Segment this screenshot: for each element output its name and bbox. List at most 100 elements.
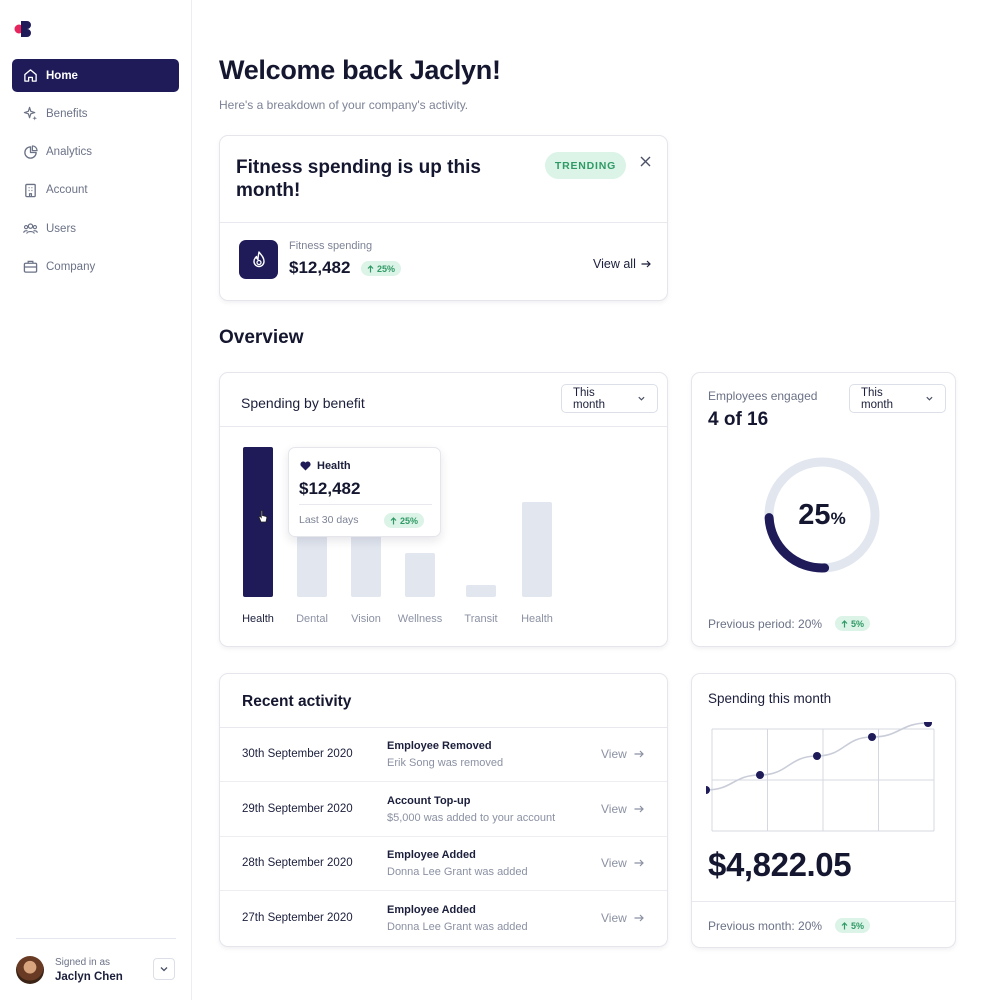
sidebar-item-label: Company: [46, 260, 96, 273]
spending-data-point[interactable]: [813, 752, 821, 760]
activity-view-link[interactable]: View: [601, 911, 644, 925]
user-name: Jaclyn Chen: [55, 971, 123, 983]
donut-label: 25 %: [762, 455, 882, 575]
activity-row: 28th September 2020 Employee Added Donna L…: [220, 837, 667, 891]
trending-card: Fitness spending is up this month! TREND…: [219, 135, 668, 301]
fitness-spending-value: $12,482: [289, 258, 351, 277]
sidebar-divider: [16, 938, 176, 939]
briefcase-icon: [22, 259, 38, 275]
sidebar-item-label: Users: [46, 222, 77, 235]
change-value: 25%: [400, 515, 419, 526]
arrow-right-icon: [634, 805, 644, 812]
period-select[interactable]: This month: [561, 384, 658, 413]
users-icon: [22, 221, 38, 237]
bar-wellness-3[interactable]: [405, 553, 435, 597]
view-all-link[interactable]: View all: [593, 257, 651, 271]
change-value: 5%: [851, 920, 865, 931]
bar-label: Transit: [464, 613, 498, 625]
user-menu-toggle[interactable]: [153, 958, 175, 980]
close-icon: [640, 156, 650, 166]
activity-row: 27th September 2020 Employee Added Donna L…: [220, 892, 667, 946]
user-profile[interactable]: Signed in as Jaclyn Chen: [16, 954, 176, 986]
activity-description: Erik Song was removed: [387, 757, 504, 769]
recent-activity-title: Recent activity: [242, 693, 352, 710]
view-all-label: View all: [593, 257, 636, 271]
spending-data-point[interactable]: [756, 771, 764, 779]
heart-icon: [300, 461, 311, 471]
bar-health-0[interactable]: [243, 447, 273, 597]
bar-transit-4[interactable]: [466, 585, 496, 597]
bar-label: Wellness: [397, 613, 443, 625]
chart-grid: [711, 728, 935, 832]
spending-data-point[interactable]: [868, 733, 876, 741]
tooltip-header: Health: [300, 460, 351, 472]
avatar: [16, 956, 44, 984]
close-button[interactable]: [637, 153, 653, 169]
sidebar-item-account[interactable]: Account: [12, 174, 179, 207]
engagement-percent-unit: %: [830, 509, 846, 528]
arrow-right-icon: [634, 859, 644, 867]
page-subtitle: Here's a breakdown of your company's act…: [219, 98, 469, 112]
chevron-down-icon: [638, 396, 645, 401]
card-divider: [692, 901, 955, 902]
bar-label: Health: [521, 613, 553, 625]
activity-view-link[interactable]: View: [601, 747, 644, 761]
bar-tooltip: Health $12,482 Last 30 days 25%: [288, 447, 441, 537]
previous-period-text: Previous period: 20%: [708, 617, 823, 631]
trending-badge: TRENDING: [545, 152, 626, 179]
sidebar-item-users[interactable]: Users: [12, 212, 179, 245]
recent-activity-card: Recent activity 30th September 2020 Emplo…: [219, 673, 668, 947]
sidebar-item-label: Account: [46, 184, 88, 197]
activity-date: 28th September 2020: [242, 857, 353, 869]
activity-title: Account Top-up: [387, 794, 471, 807]
tooltip-amount: $12,482: [299, 479, 361, 498]
activity-description: $5,000 was added to your account: [387, 811, 556, 824]
activity-date: 27th September 2020: [242, 911, 353, 924]
period-select-value: This month: [861, 386, 893, 411]
sidebar-item-analytics[interactable]: Analytics: [12, 136, 179, 169]
bar-health-5[interactable]: [522, 502, 552, 597]
activity-title: Employee Removed: [387, 740, 492, 752]
sparkle-icon: [22, 106, 38, 122]
spending-data-point[interactable]: [924, 722, 932, 727]
change-value: 5%: [851, 618, 865, 629]
arrow-up-icon: [841, 619, 848, 627]
view-label: View: [601, 856, 627, 870]
sidebar-item-company[interactable]: Company: [12, 250, 179, 283]
arrow-up-icon: [367, 264, 374, 272]
activity-row: 30th September 2020 Employee Removed Erik …: [220, 728, 667, 782]
activity-title: Employee Added: [387, 903, 476, 916]
view-label: View: [601, 747, 627, 761]
engagement-percent: 25: [798, 498, 831, 531]
fitness-icon: [239, 240, 278, 279]
spending-this-month-card: Spending this month $4,822.05 Previous m…: [691, 673, 956, 948]
tooltip-category: Health: [317, 460, 351, 472]
activity-description: Donna Lee Grant was added: [387, 920, 528, 933]
bar-label: Dental: [296, 613, 328, 625]
change-badge: 5%: [835, 918, 871, 933]
fitness-spending-label: Fitness spending: [289, 240, 373, 252]
employees-engaged-value: 4 of 16: [708, 409, 769, 430]
activity-view-link[interactable]: View: [601, 856, 644, 870]
arrow-right-icon: [641, 260, 651, 268]
pointer-cursor-icon: [258, 510, 268, 523]
activity-row: 29th September 2020 Account Top-up $5,000 …: [220, 783, 667, 837]
arrow-up-icon: [390, 516, 397, 524]
period-select[interactable]: This month: [849, 384, 946, 413]
overview-heading: Overview: [219, 327, 304, 348]
view-label: View: [601, 910, 627, 925]
spending-data-point[interactable]: [706, 786, 710, 794]
sidebar-item-home[interactable]: Home: [12, 59, 179, 92]
donut-progress-arc: [764, 513, 830, 573]
tooltip-period: Last 30 days: [299, 514, 359, 526]
activity-description: Donna Lee Grant was added: [387, 866, 528, 878]
sidebar: Home Benefits Analytics Account Users Company…: [0, 0, 192, 1000]
activity-title: Employee Added: [387, 849, 476, 861]
bar-label: Vision: [351, 613, 381, 625]
sidebar-item-benefits[interactable]: Benefits: [12, 97, 179, 130]
change-badge: 25%: [384, 513, 425, 528]
employees-engaged-card: Employees engaged 4 of 16 This month 25 …: [691, 372, 956, 647]
engagement-donut-chart: [764, 457, 880, 573]
company-logo[interactable]: [14, 20, 34, 38]
activity-view-link[interactable]: View: [601, 802, 644, 816]
